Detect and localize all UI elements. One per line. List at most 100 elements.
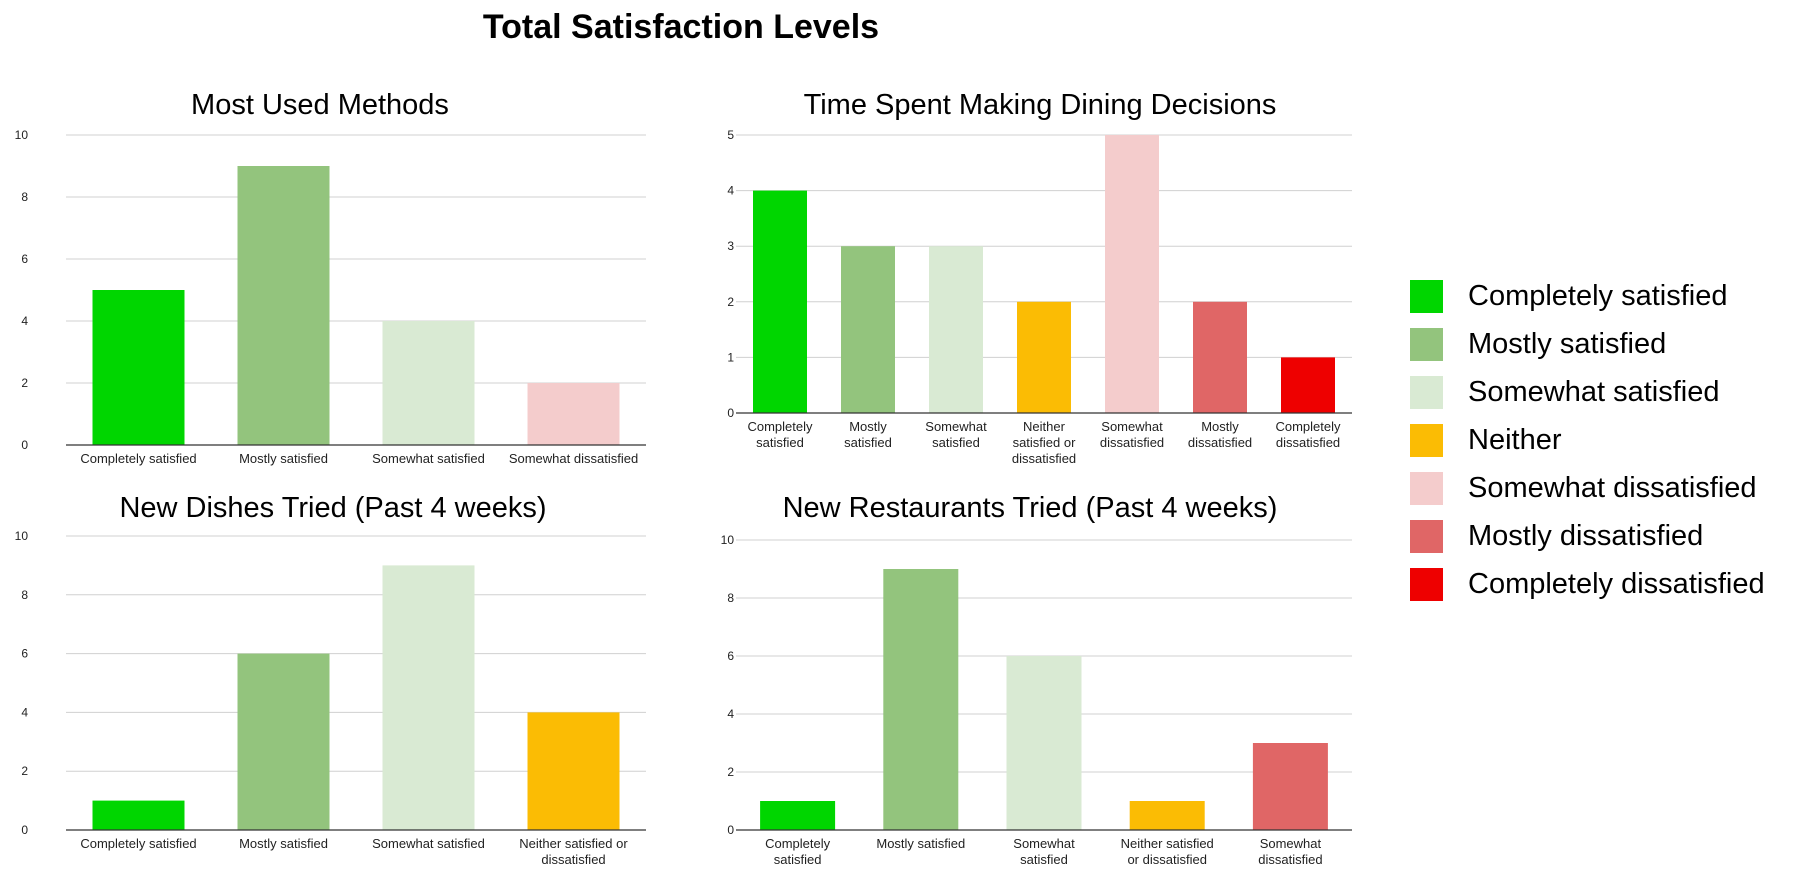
legend-label: Completely satisfied [1468, 279, 1728, 312]
y-tick-label: 0 [727, 823, 734, 837]
legend: Completely satisfied Mostly satisfied So… [1410, 272, 1765, 608]
chart-title: Most Used Methods [191, 89, 449, 121]
x-tick-label: satisfied [1020, 852, 1068, 867]
legend-swatch [1410, 375, 1443, 409]
x-tick-label: or dissatisfied [1127, 852, 1206, 867]
bar-completely-satisfied [760, 801, 836, 830]
y-tick-label: 0 [727, 406, 734, 420]
y-tick-label: 4 [21, 314, 28, 328]
y-tick-label: 3 [727, 239, 734, 253]
legend-swatch [1410, 519, 1443, 553]
legend-label: Somewhat satisfied [1468, 375, 1720, 408]
x-tick-label: Neither [1023, 419, 1066, 434]
x-tick-label: satisfied [844, 435, 892, 450]
x-tick-label: Completely [1275, 419, 1341, 434]
bar-somewhat-dissatisfied [1252, 743, 1328, 830]
bar-somewhat-dissatisfied [1105, 135, 1159, 413]
x-tick-label: Somewhat satisfied [372, 836, 485, 851]
y-tick-label: 2 [727, 295, 734, 309]
bar-neither-satisfied-or-dissatisfied [1017, 301, 1071, 413]
chart-title: Time Spent Making Dining Decisions [804, 89, 1277, 121]
x-tick-label: satisfied [932, 435, 980, 450]
main-title: Total Satisfaction Levels [482, 8, 880, 46]
x-tick-label: satisfied [774, 852, 822, 867]
legend-label: Completely dissatisfied [1468, 567, 1765, 600]
x-tick-label: Somewhat [1101, 419, 1163, 434]
y-tick-label: 1 [727, 350, 734, 364]
x-tick-label: Mostly [849, 419, 887, 434]
x-tick-label: Somewhat [925, 419, 987, 434]
y-tick-label: 8 [21, 588, 28, 602]
legend-item-mostly-dissatisfied: Mostly dissatisfied [1410, 512, 1765, 560]
legend-item-neither: Neither [1410, 416, 1765, 464]
y-tick-label: 6 [21, 647, 28, 661]
x-tick-label: Somewhat satisfied [372, 451, 485, 466]
legend-item-somewhat-satisfied: Somewhat satisfied [1410, 368, 1765, 416]
x-tick-label: Completely satisfied [80, 836, 196, 851]
y-tick-label: 10 [721, 533, 735, 547]
y-tick-label: 0 [21, 823, 28, 837]
x-tick-label: Completely [765, 836, 831, 851]
legend-label: Mostly satisfied [1468, 327, 1667, 360]
legend-item-completely-dissatisfied: Completely dissatisfied [1410, 560, 1765, 608]
y-tick-label: 4 [21, 705, 28, 719]
bar-somewhat-dissatisfied [527, 383, 620, 445]
x-tick-label: dissatisfied [1100, 435, 1164, 450]
legend-swatch [1410, 423, 1443, 457]
y-tick-label: 8 [21, 190, 28, 204]
legend-swatch [1410, 279, 1443, 313]
chart-title: New Restaurants Tried (Past 4 weeks) [783, 492, 1278, 524]
legend-swatch [1410, 471, 1443, 505]
legend-item-somewhat-dissatisfied: Somewhat dissatisfied [1410, 464, 1765, 512]
bar-mostly-satisfied [841, 246, 895, 413]
bar-completely-satisfied [753, 190, 807, 413]
bar-mostly-satisfied [883, 569, 959, 830]
x-tick-label: dissatisfied [1012, 451, 1076, 466]
x-tick-label: Mostly satisfied [239, 451, 328, 466]
x-tick-label: Mostly satisfied [239, 836, 328, 851]
x-tick-label: dissatisfied [1188, 435, 1252, 450]
bar-mostly-satisfied [237, 653, 330, 830]
x-tick-label: satisfied [756, 435, 804, 450]
bar-somewhat-satisfied [1006, 656, 1082, 830]
x-tick-label: satisfied or [1013, 435, 1077, 450]
legend-label: Somewhat dissatisfied [1468, 471, 1757, 504]
bar-completely-satisfied [92, 290, 185, 445]
bar-completely-satisfied [92, 800, 185, 830]
x-tick-label: Neither satisfied [1121, 836, 1214, 851]
bar-somewhat-satisfied [929, 246, 983, 413]
legend-label: Mostly dissatisfied [1468, 519, 1704, 552]
bar-mostly-dissatisfied [1193, 301, 1247, 413]
legend-item-mostly-satisfied: Mostly satisfied [1410, 320, 1765, 368]
x-tick-label: dissatisfied [541, 852, 605, 867]
x-tick-label: dissatisfied [1258, 852, 1322, 867]
bar-neither-satisfied-or-dissatisfied [527, 712, 620, 830]
y-tick-label: 10 [15, 128, 29, 142]
y-tick-label: 6 [727, 649, 734, 663]
chart-title: New Dishes Tried (Past 4 weeks) [119, 492, 546, 524]
legend-swatch [1410, 567, 1443, 601]
x-tick-label: Completely [747, 419, 813, 434]
bar-mostly-satisfied [237, 166, 330, 445]
x-tick-label: Neither satisfied or [519, 836, 628, 851]
x-tick-label: Somewhat [1013, 836, 1075, 851]
y-tick-label: 2 [21, 764, 28, 778]
bar-completely-dissatisfied [1281, 357, 1335, 413]
x-tick-label: Mostly [1201, 419, 1239, 434]
y-tick-label: 4 [727, 184, 734, 198]
legend-item-completely-satisfied: Completely satisfied [1410, 272, 1765, 320]
bar-somewhat-satisfied [382, 565, 475, 830]
x-tick-label: dissatisfied [1276, 435, 1340, 450]
y-tick-label: 8 [727, 591, 734, 605]
x-tick-label: Mostly satisfied [876, 836, 965, 851]
legend-swatch [1410, 327, 1443, 361]
x-tick-label: Somewhat dissatisfied [509, 451, 638, 466]
y-tick-label: 2 [727, 765, 734, 779]
y-tick-label: 0 [21, 438, 28, 452]
y-tick-label: 2 [21, 376, 28, 390]
legend-label: Neither [1468, 423, 1562, 456]
y-tick-label: 4 [727, 707, 734, 721]
bar-neither-satisfied-or-dissatisfied [1129, 801, 1205, 830]
y-tick-label: 10 [15, 529, 29, 543]
